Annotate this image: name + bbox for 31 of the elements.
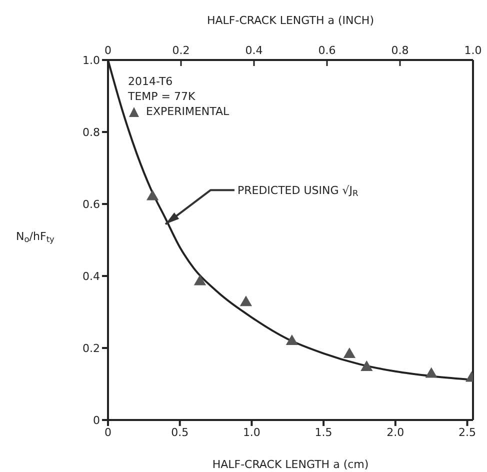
point bbox=[240, 296, 252, 306]
y-tick-label: 0 bbox=[93, 414, 100, 427]
legend-label: EXPERIMENTAL bbox=[146, 104, 230, 119]
point bbox=[343, 347, 356, 358]
x2-tick-label: 0.4 bbox=[245, 44, 263, 57]
legend-title: 2014-T6 TEMP = 77K bbox=[128, 74, 196, 104]
x2-tick-label: 0.2 bbox=[172, 44, 190, 57]
x2-tick-label: 1.0 bbox=[464, 44, 482, 57]
y-tick-label: 0.4 bbox=[82, 270, 100, 283]
x-tick-label: 0.5 bbox=[171, 426, 189, 439]
point bbox=[146, 190, 159, 200]
y-tick-label: 0.8 bbox=[82, 126, 100, 139]
x-tick-label: 2.5 bbox=[458, 426, 476, 439]
x-tick-label: 2.0 bbox=[386, 426, 404, 439]
point bbox=[360, 360, 373, 371]
x-tick-label: 1.5 bbox=[314, 426, 332, 439]
x2-tick-label: 0.6 bbox=[318, 44, 336, 57]
x2-tick-label: 0 bbox=[104, 44, 112, 57]
y-tick-label: 0.2 bbox=[82, 342, 100, 355]
point bbox=[194, 274, 206, 286]
x-axis-title: HALF-CRACK LENGTH a (cm) bbox=[212, 458, 369, 471]
annotation: PREDICTED USING √J$_{R}$ bbox=[237, 184, 359, 199]
point bbox=[286, 334, 298, 346]
y-tick-label: 0.6 bbox=[82, 198, 100, 211]
point bbox=[425, 367, 438, 378]
y-axis-title: N$_{o}$/hF$_{ty}$ bbox=[16, 230, 55, 244]
y-tick-label: 1.0 bbox=[82, 54, 100, 67]
x-tick-label: 1.0 bbox=[242, 426, 260, 439]
x-tick-label: 0 bbox=[104, 426, 112, 439]
x2-tick-label: 0.8 bbox=[391, 44, 409, 57]
x2-axis-title: HALF-CRACK LENGTH a (INCH) bbox=[207, 14, 374, 27]
